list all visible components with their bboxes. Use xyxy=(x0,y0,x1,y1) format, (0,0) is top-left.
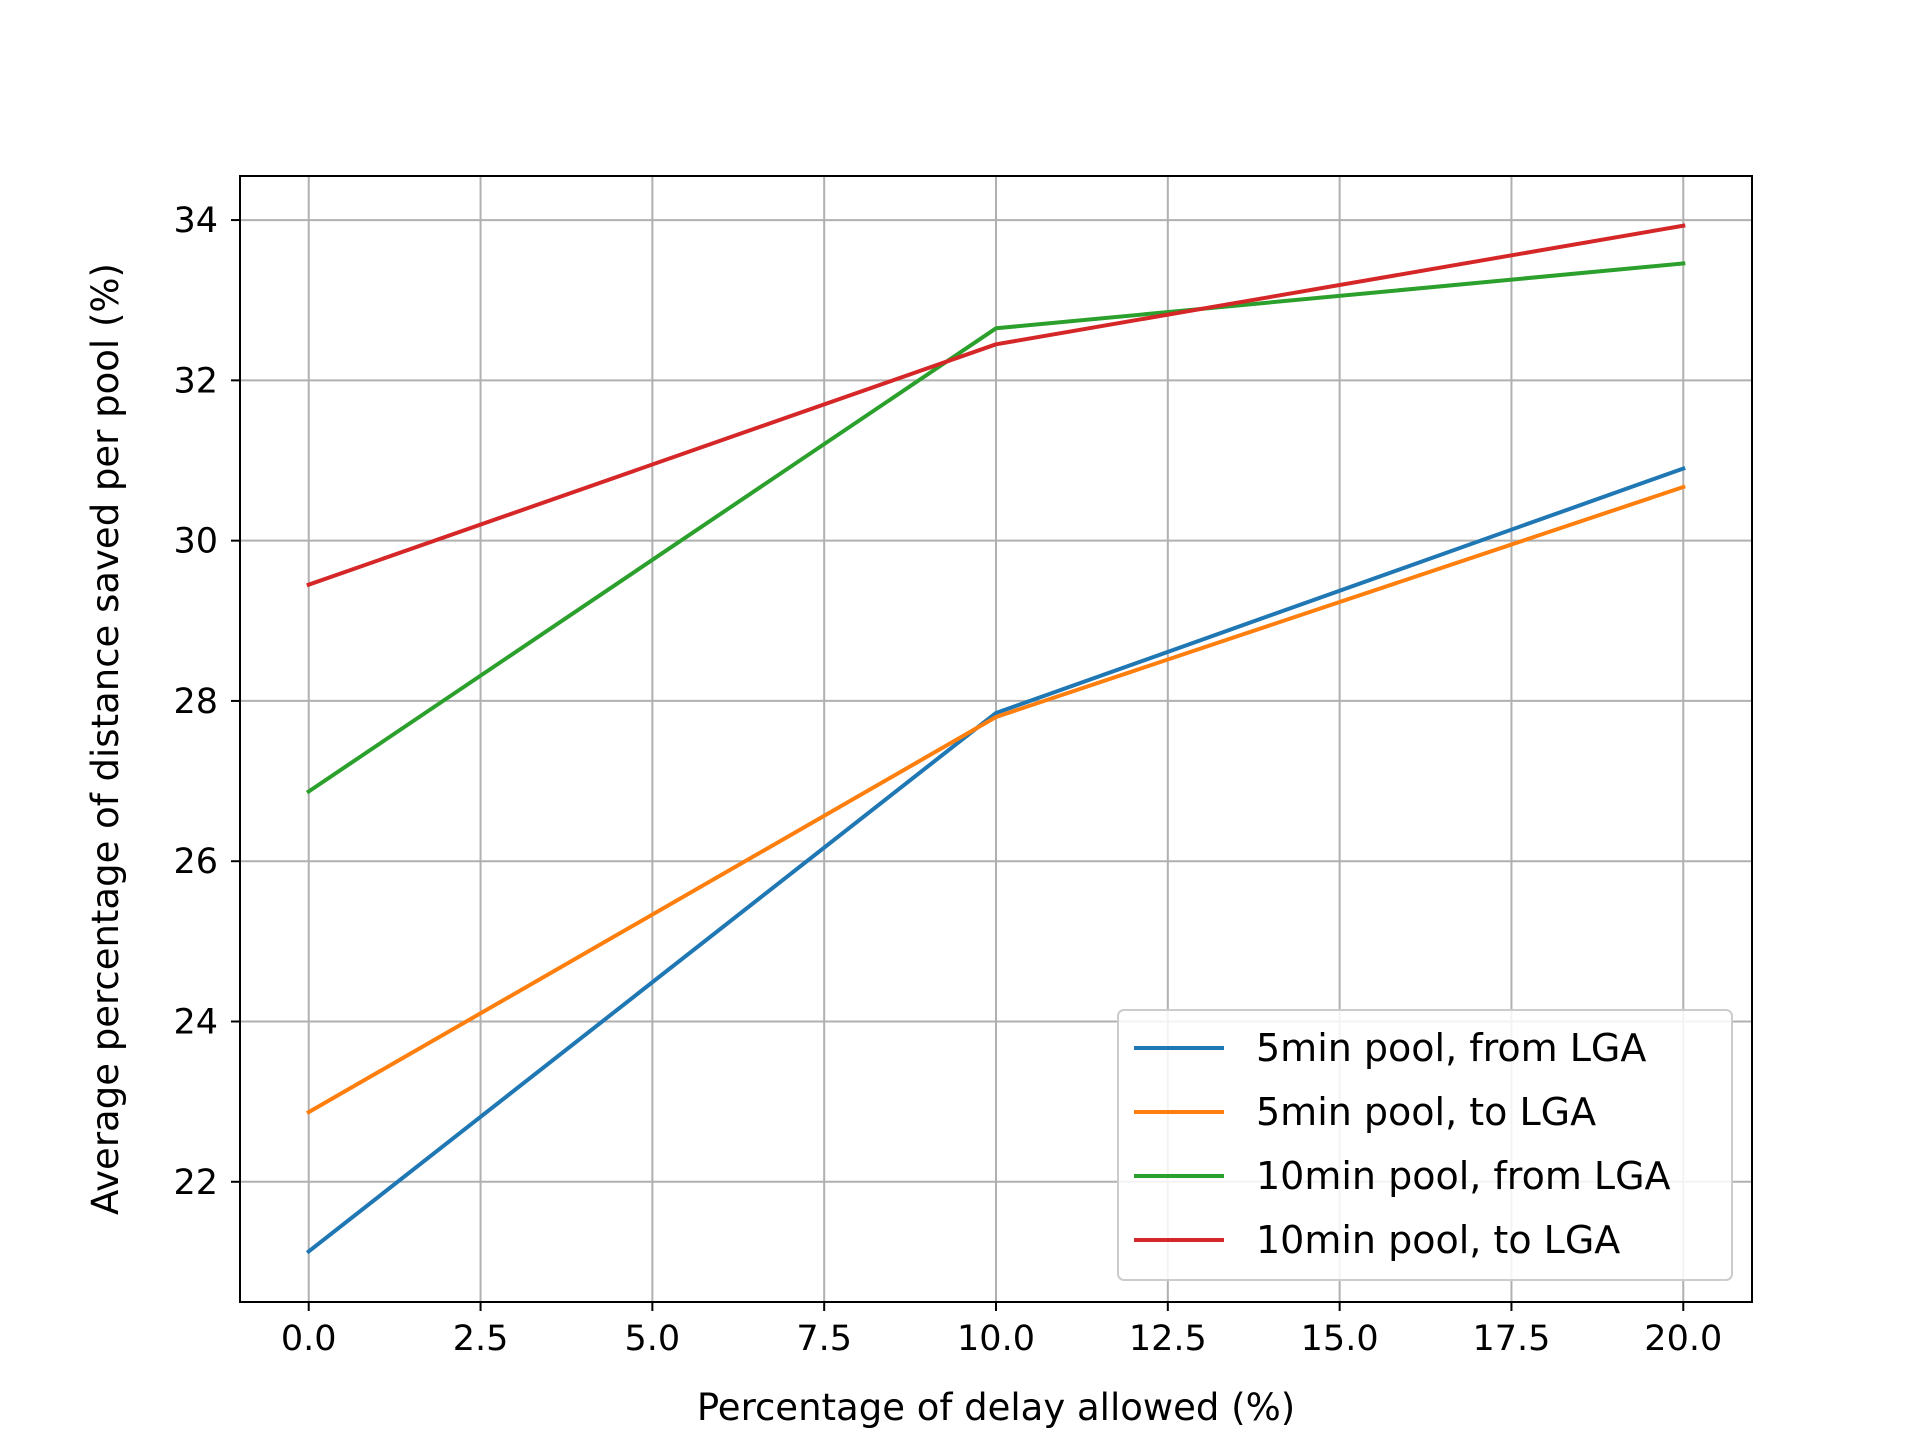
x-tick-label: 10.0 xyxy=(957,1319,1035,1359)
x-tick-label: 0.0 xyxy=(281,1319,337,1359)
legend-label-3: 10min pool, from LGA xyxy=(1256,1154,1671,1198)
series-line-3 xyxy=(305,261,1686,795)
series-line-2 xyxy=(305,484,1686,1115)
x-tick-label: 15.0 xyxy=(1301,1319,1379,1359)
legend-label-1: 5min pool, from LGA xyxy=(1256,1026,1646,1070)
series-line-4 xyxy=(306,223,1686,588)
x-tick-label: 12.5 xyxy=(1129,1319,1207,1359)
legend-label-2: 5min pool, to LGA xyxy=(1256,1090,1596,1134)
x-tick-label: 17.5 xyxy=(1472,1319,1550,1359)
series-line-1 xyxy=(305,465,1686,1255)
y-tick-label: 32 xyxy=(173,361,218,401)
series-lines xyxy=(305,223,1686,1255)
y-tick-label: 26 xyxy=(173,842,218,882)
axis-titles: Percentage of delay allowed (%) Average … xyxy=(84,263,1295,1429)
x-tick-label: 20.0 xyxy=(1644,1319,1722,1359)
x-tick-label: 2.5 xyxy=(453,1319,509,1359)
axis-ticks: 0.0 2.5 5.0 7.5 10.0 12.5 15.0 17.5 20.0 22 24 26 28… xyxy=(173,201,1722,1359)
legend-box xyxy=(1117,1009,1733,1281)
y-tick-label: 30 xyxy=(173,522,218,562)
y-tick-label: 28 xyxy=(173,682,218,722)
x-tick-label: 5.0 xyxy=(625,1319,681,1359)
x-axis-title: Percentage of delay allowed (%) xyxy=(697,1386,1295,1429)
y-tick-label: 34 xyxy=(173,201,218,241)
y-tick-label: 24 xyxy=(173,1003,218,1043)
legend-label-4: 10min pool, to LGA xyxy=(1256,1218,1620,1262)
x-tick-label: 7.5 xyxy=(796,1319,852,1359)
y-axis-title: Average percentage of distance saved per… xyxy=(84,263,127,1215)
legend: 5min pool, from LGA 5min pool, to LGA 10mi… xyxy=(1117,1009,1733,1281)
y-tick-label: 22 xyxy=(173,1163,218,1203)
